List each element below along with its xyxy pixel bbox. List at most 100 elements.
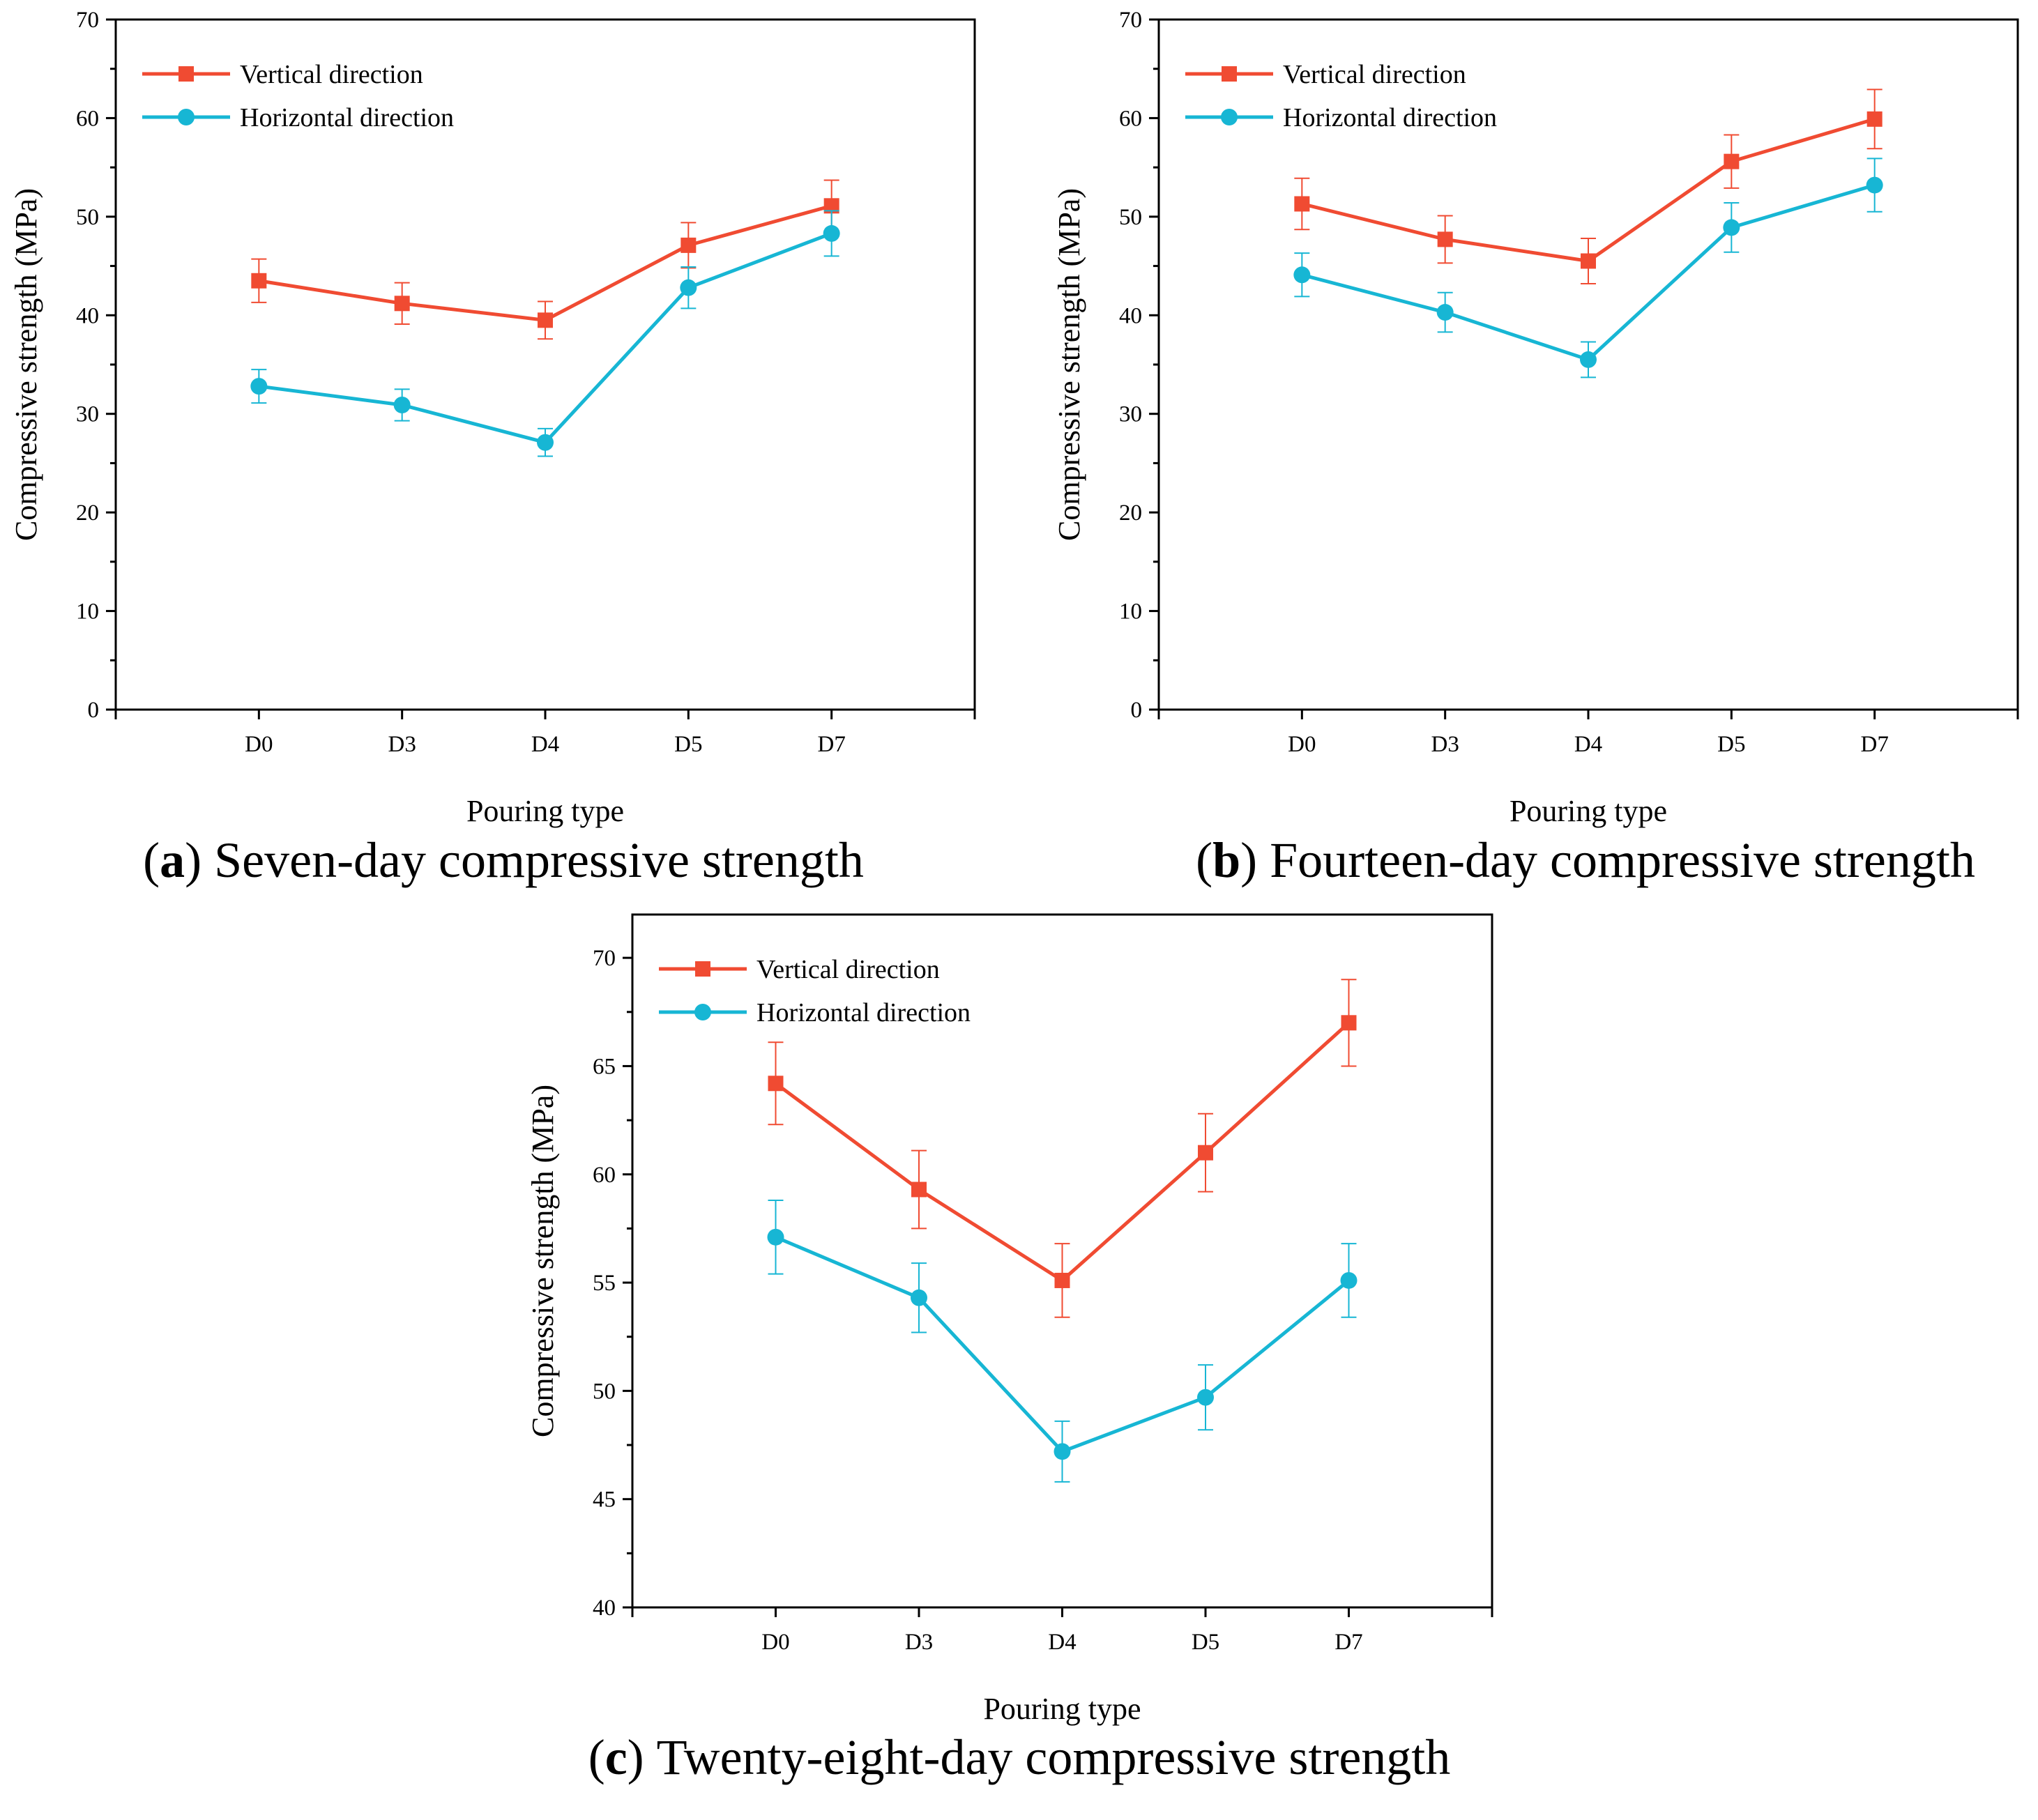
data-point-vertical <box>538 312 553 328</box>
data-point-vertical <box>911 1182 927 1198</box>
data-point-vertical <box>1294 196 1310 212</box>
caption-letter: a <box>160 832 185 888</box>
x-tick-label: D7 <box>817 732 845 757</box>
x-axis-title: Pouring type <box>1510 794 1667 828</box>
x-tick-label: D4 <box>1048 1630 1076 1655</box>
caption-paren: ) <box>1240 832 1257 888</box>
data-point-horizontal <box>767 1228 784 1246</box>
x-tick-label: D5 <box>1192 1630 1219 1655</box>
y-tick-label: 10 <box>1119 599 1142 625</box>
x-tick-label: D5 <box>674 732 702 757</box>
x-tick-label: D4 <box>1574 732 1602 757</box>
y-tick-label: 50 <box>593 1379 616 1404</box>
y-tick-label: 30 <box>1119 402 1142 427</box>
x-axis-title: Pouring type <box>466 794 624 828</box>
data-point-vertical <box>768 1076 784 1092</box>
data-point-horizontal <box>680 279 697 296</box>
y-tick-label: 0 <box>1131 698 1143 723</box>
x-tick-label: D4 <box>531 732 559 757</box>
caption-text: Fourteen-day compressive strength <box>1257 832 1975 888</box>
x-tick-label: D7 <box>1860 732 1888 757</box>
panel-caption: (b) Fourteen-day compressive strength <box>1196 832 1975 888</box>
y-axis-title: Compressive strength (MPa) <box>526 1085 560 1437</box>
legend-marker-vertical <box>178 66 194 82</box>
data-point-horizontal <box>1054 1443 1071 1460</box>
y-tick-label: 50 <box>1119 205 1142 230</box>
y-tick-label: 55 <box>593 1271 616 1296</box>
y-tick-label: 30 <box>76 402 99 427</box>
data-point-vertical <box>680 237 697 253</box>
x-tick-label: D3 <box>905 1630 933 1655</box>
panel-c-twenty-eight-day: 40 45 50 55 60 65 70 D0 D3 D4 D5 D7 Pouring type Comp… <box>526 913 1493 1785</box>
x-tick-label: D5 <box>1717 732 1745 757</box>
x-tick-label: D0 <box>761 1630 789 1655</box>
data-point-vertical <box>1437 231 1453 247</box>
data-point-vertical <box>1866 111 1883 127</box>
data-point-vertical <box>1341 1015 1357 1031</box>
data-point-horizontal <box>911 1289 927 1306</box>
y-tick-label: 20 <box>1119 500 1142 526</box>
y-tick-label: 10 <box>76 599 99 625</box>
y-tick-label: 70 <box>1119 8 1142 33</box>
y-tick-label: 70 <box>593 946 616 971</box>
data-point-vertical <box>1198 1145 1213 1161</box>
y-tick-label: 45 <box>593 1488 616 1513</box>
data-point-horizontal <box>1293 266 1311 284</box>
data-point-vertical <box>1054 1272 1070 1288</box>
caption-paren: ( <box>588 1729 605 1785</box>
y-tick-label: 40 <box>1119 303 1142 328</box>
y-tick-label: 40 <box>593 1596 616 1621</box>
data-point-horizontal <box>823 224 840 242</box>
x-tick-label: D7 <box>1334 1630 1362 1655</box>
legend-marker-vertical <box>695 961 710 977</box>
data-point-horizontal <box>393 396 411 413</box>
y-tick-label: 70 <box>76 8 99 33</box>
caption-text: Seven-day compressive strength <box>201 832 864 888</box>
caption-letter: b <box>1212 832 1240 888</box>
y-tick-label: 50 <box>76 205 99 230</box>
y-tick-label: 40 <box>76 303 99 328</box>
legend-label-horizontal: Horizontal direction <box>756 998 971 1027</box>
panel-a-seven-day: 0 10 20 30 40 50 60 70 D0 D3 D4 D5 D7 Pouring type Com… <box>9 8 976 888</box>
data-point-horizontal <box>1197 1389 1214 1406</box>
legend-marker-horizontal <box>1221 109 1238 125</box>
caption-paren: ( <box>1196 832 1212 888</box>
data-point-vertical <box>823 198 839 214</box>
data-point-vertical <box>1724 153 1740 169</box>
legend-label-horizontal: Horizontal direction <box>240 103 454 132</box>
x-tick-label: D3 <box>388 732 416 757</box>
panel-b-fourteen-day: 0 10 20 30 40 50 60 70 D0 D3 D4 D5 D7 Pouring type Com… <box>1052 8 2019 888</box>
data-point-vertical <box>1581 253 1596 269</box>
y-tick-label: 60 <box>1119 106 1142 131</box>
panel-caption: (a) Seven-day compressive strength <box>143 832 864 888</box>
y-axis-title: Compressive strength (MPa) <box>1052 188 1086 541</box>
panel-caption: (c) Twenty-eight-day compressive strengt… <box>588 1729 1451 1785</box>
data-point-horizontal <box>537 434 554 451</box>
y-tick-label: 65 <box>593 1054 616 1079</box>
x-tick-label: D0 <box>1288 732 1316 757</box>
data-point-horizontal <box>1580 351 1597 368</box>
y-tick-label: 60 <box>593 1163 616 1188</box>
caption-text: Twenty-eight-day compressive strength <box>644 1729 1451 1785</box>
series-line-vertical <box>775 1021 1351 1283</box>
legend-marker-horizontal <box>694 1004 711 1020</box>
legend-marker-horizontal <box>178 109 195 125</box>
legend-label-horizontal: Horizontal direction <box>1283 103 1497 132</box>
data-point-horizontal <box>1723 219 1740 236</box>
legend-label-vertical: Vertical direction <box>756 955 940 984</box>
legend-label-vertical: Vertical direction <box>1283 60 1466 89</box>
data-point-horizontal <box>1436 304 1454 321</box>
caption-paren: ( <box>143 832 160 888</box>
legend-label-vertical: Vertical direction <box>240 60 423 89</box>
data-point-vertical <box>251 273 267 289</box>
x-axis-title: Pouring type <box>983 1692 1141 1726</box>
data-point-horizontal <box>250 378 268 395</box>
caption-letter: c <box>605 1729 628 1785</box>
data-point-horizontal <box>1340 1271 1358 1289</box>
x-tick-label: D3 <box>1431 732 1459 757</box>
legend-marker-vertical <box>1222 66 1237 82</box>
y-axis-title: Compressive strength (MPa) <box>9 188 43 541</box>
caption-paren: ) <box>628 1729 644 1785</box>
caption-paren: ) <box>185 832 201 888</box>
